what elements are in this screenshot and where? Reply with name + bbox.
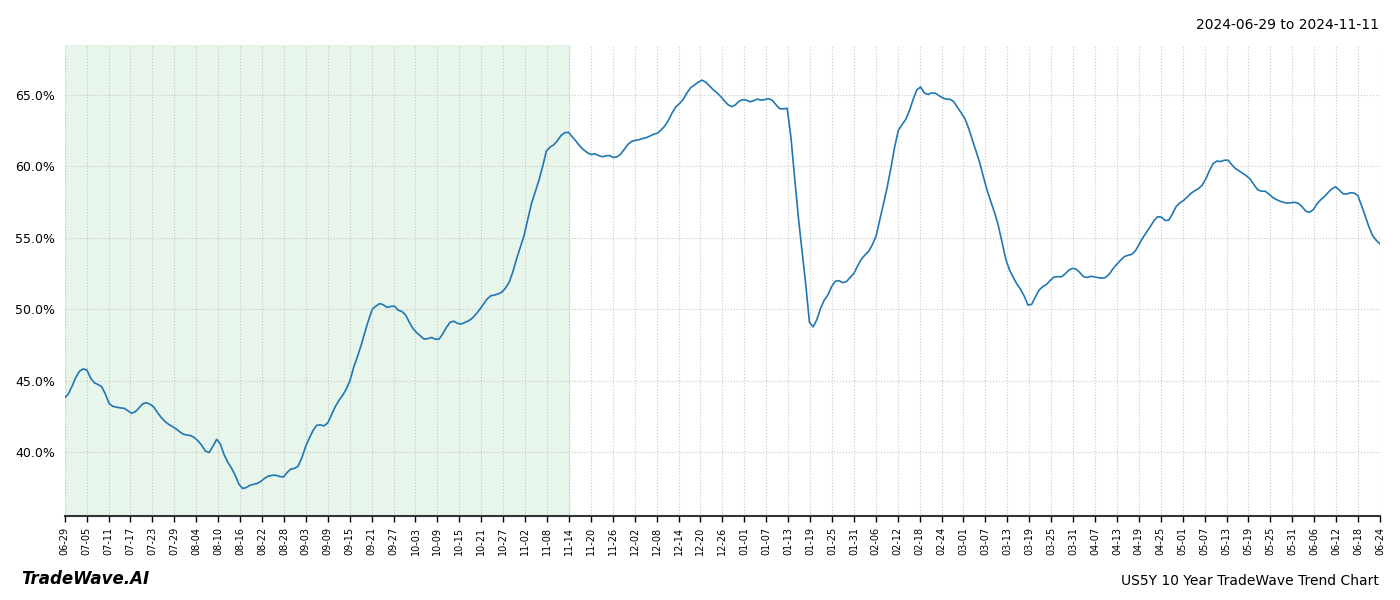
Text: US5Y 10 Year TradeWave Trend Chart: US5Y 10 Year TradeWave Trend Chart <box>1121 574 1379 588</box>
Bar <box>64 45 568 516</box>
Text: TradeWave.AI: TradeWave.AI <box>21 570 150 588</box>
Text: 2024-06-29 to 2024-11-11: 2024-06-29 to 2024-11-11 <box>1196 18 1379 32</box>
